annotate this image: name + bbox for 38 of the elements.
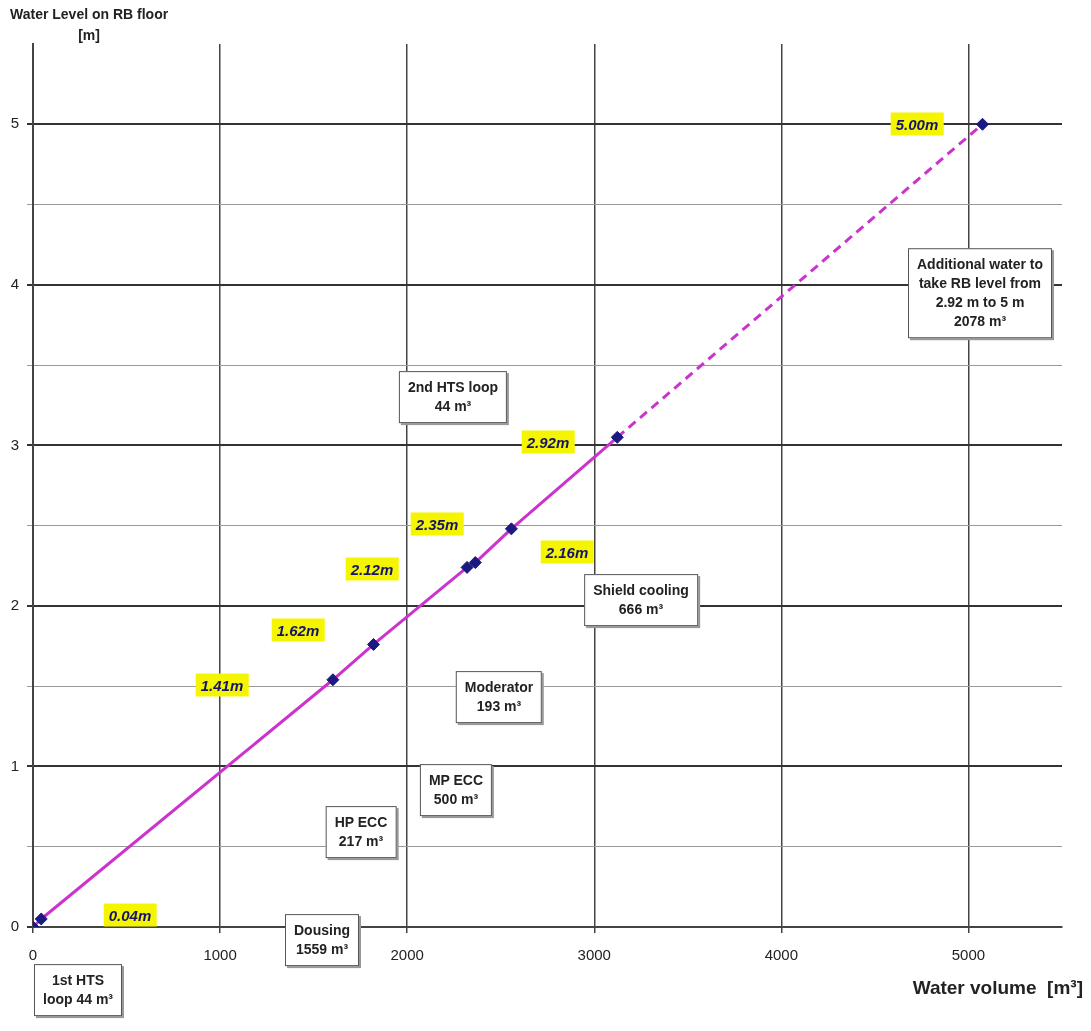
annotation: 2.92m <box>521 430 575 454</box>
annotation: 2.12m <box>345 557 399 581</box>
x-tick-label: 4000 <box>764 946 799 964</box>
annotation: 5.00m <box>890 112 944 136</box>
x-axis-title: Water volume [m³] <box>912 977 1083 999</box>
x-tick-label: 3000 <box>577 946 611 964</box>
point <box>460 560 474 574</box>
text: 1st HTS loop 44 m³ <box>33 964 123 1016</box>
point <box>367 637 381 651</box>
y-axis-title: Water Level on RB floor [m] <box>10 5 169 45</box>
y-tick-label: 2 <box>10 596 19 614</box>
y-tick-label: 4 <box>10 274 19 292</box>
x-tick-label: 2000 <box>390 946 424 964</box>
annotation: 2.16m <box>540 540 594 564</box>
annotation: 0.04m <box>103 903 157 927</box>
annotation: Dousing 1559 m³ <box>285 914 359 966</box>
x-tick-label: 1000 <box>203 946 237 964</box>
y-tick-label: 5 <box>10 114 19 132</box>
point <box>468 556 482 570</box>
annotation: 1.41m <box>195 673 249 697</box>
point <box>504 522 518 536</box>
annotation: 2.35m <box>410 512 464 536</box>
annotation: 1.62m <box>271 618 325 642</box>
point <box>34 912 48 926</box>
annotation: Additional water to take RB level from 2.92 m to 5 m 2078 m³ <box>908 248 1052 338</box>
annotation: Shield cooling 666 m³ <box>584 574 698 626</box>
y-tick-label: 3 <box>10 435 19 453</box>
point <box>326 673 340 687</box>
annotation: 2nd HTS loop 44 m³ <box>398 371 508 423</box>
annotation: MP ECC 500 m³ <box>419 764 493 816</box>
y-tick-label: 1 <box>10 756 19 774</box>
x-tick-label: 0 <box>28 946 38 964</box>
annotation: HP ECC 217 m³ <box>325 806 397 858</box>
point <box>610 430 624 444</box>
point <box>975 117 989 131</box>
annotation: Moderator 193 m³ <box>455 671 543 723</box>
x-tick-label: 5000 <box>951 946 986 964</box>
y-tick-label: 0 <box>10 917 19 935</box>
